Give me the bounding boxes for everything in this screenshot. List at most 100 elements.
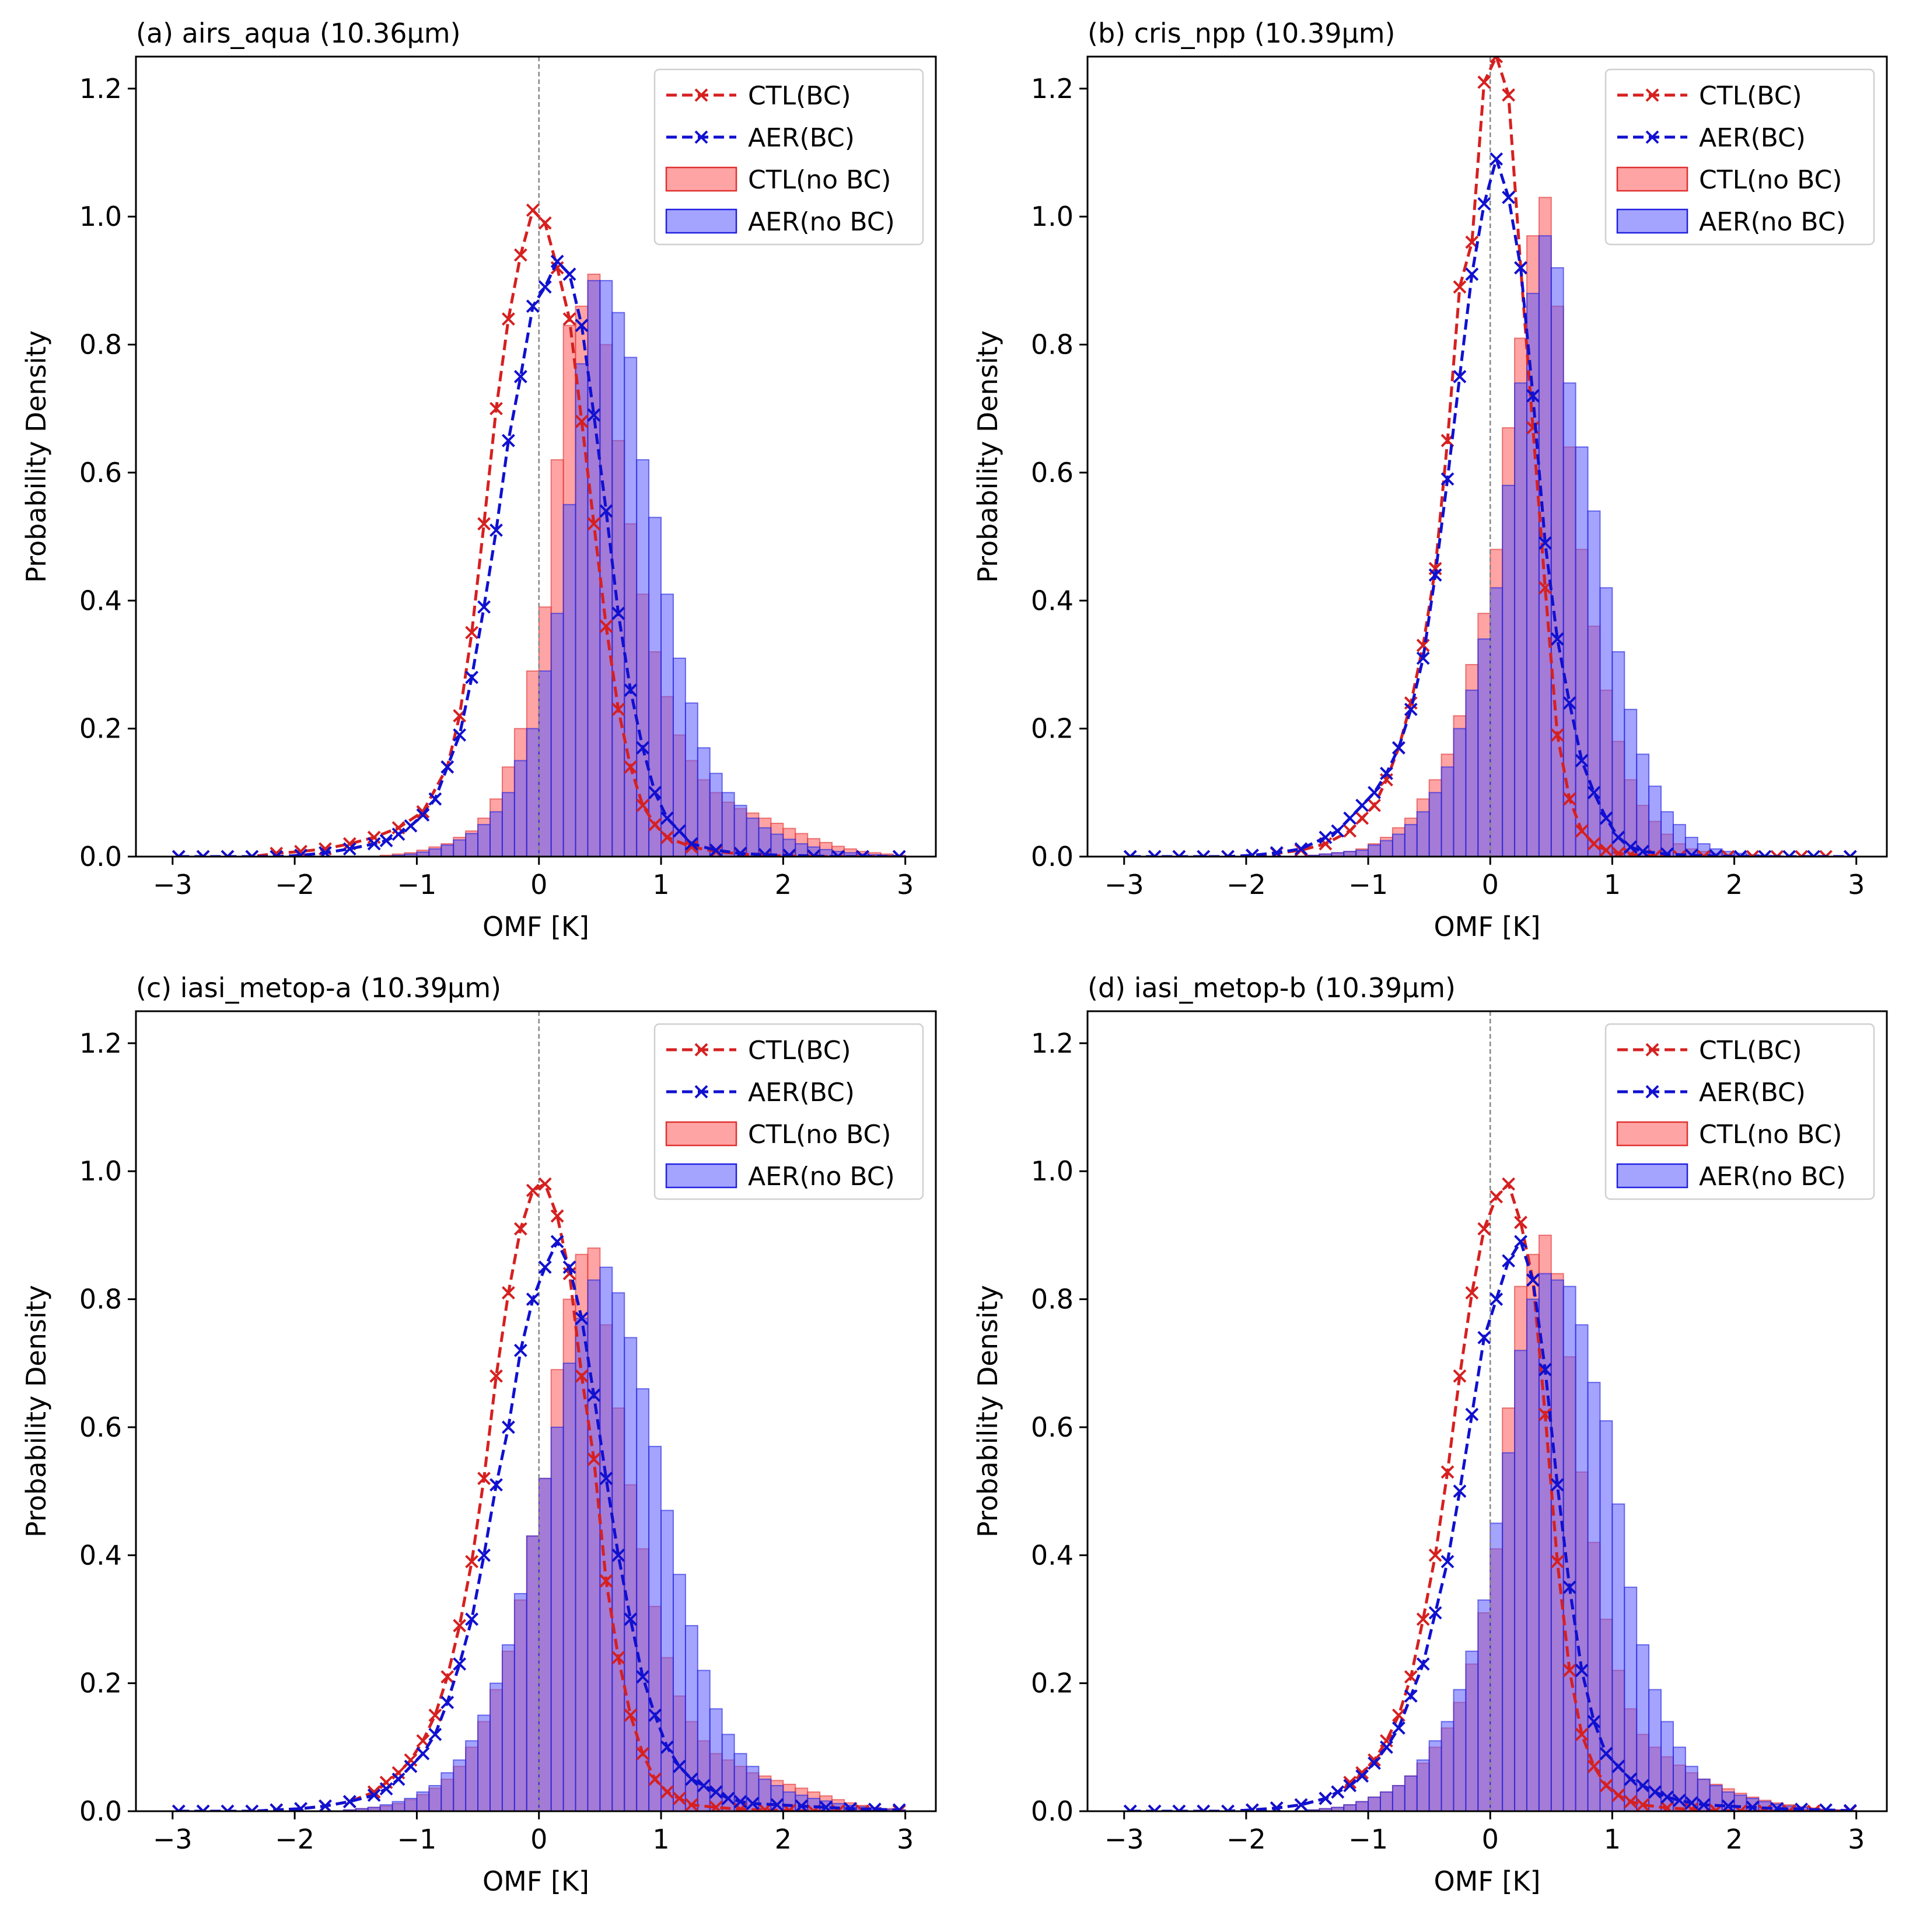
hist-bar — [782, 1791, 796, 1811]
y-tick-label: 0.8 — [79, 329, 122, 361]
x-marker — [1490, 1190, 1504, 1204]
x-marker-stroke — [1153, 1804, 1162, 1811]
x-marker — [782, 848, 796, 857]
x-marker — [294, 1802, 307, 1811]
x-marker-stroke — [428, 792, 442, 806]
x-marker — [1355, 798, 1369, 812]
x-marker — [709, 843, 723, 857]
x-marker-stroke — [1391, 741, 1405, 754]
y-tick-label: 0.4 — [1031, 585, 1074, 616]
x-marker — [1624, 1772, 1638, 1786]
x-marker — [416, 1746, 430, 1760]
hist-bar — [1562, 382, 1576, 857]
x-marker — [1526, 1273, 1540, 1287]
x-marker — [391, 827, 405, 841]
x-marker-stroke — [342, 1795, 356, 1808]
x-marker-stroke — [1319, 830, 1333, 844]
x-marker — [1697, 850, 1711, 857]
x-marker-stroke — [684, 837, 698, 851]
plot-area — [1123, 1011, 1857, 1811]
x-marker — [636, 798, 650, 812]
x-marker — [1514, 1215, 1527, 1229]
x-marker-stroke — [1153, 850, 1162, 857]
hist-bar — [1368, 1796, 1381, 1811]
x-axis-label: OMF [K] — [1434, 1865, 1540, 1897]
x-marker-stroke — [1148, 1804, 1156, 1811]
legend-label: CTL(no BC) — [748, 1120, 891, 1150]
x-marker-stroke — [896, 1803, 906, 1811]
x-marker-stroke — [1550, 728, 1564, 742]
hist-bar — [1368, 844, 1381, 857]
y-tick-label: 0.0 — [1031, 1795, 1074, 1827]
x-marker-stroke — [1688, 848, 1698, 857]
x-marker — [1673, 850, 1686, 857]
y-tick-label: 0.2 — [1031, 713, 1074, 745]
x-marker — [1587, 1759, 1601, 1773]
x-marker — [367, 837, 381, 851]
x-marker — [1172, 1804, 1186, 1811]
x-marker — [1562, 792, 1576, 806]
x-marker — [1684, 848, 1698, 857]
x-tick-label: 2 — [775, 1823, 792, 1855]
x-marker — [501, 1286, 515, 1300]
x-marker-stroke — [490, 401, 503, 415]
x-marker — [648, 785, 662, 799]
hist-bar — [1416, 811, 1430, 857]
x-marker-stroke — [660, 830, 674, 844]
x-marker-stroke — [721, 1791, 735, 1805]
x-marker-stroke — [226, 850, 235, 857]
series-line — [179, 1240, 900, 1811]
hist-bar — [1624, 708, 1638, 857]
x-marker-stroke — [1172, 1804, 1181, 1811]
x-marker — [1673, 1793, 1686, 1807]
x-marker-stroke — [1201, 850, 1211, 857]
x-marker — [465, 670, 479, 684]
x-marker — [428, 1727, 442, 1741]
legend-item: AER(BC) — [666, 1078, 855, 1108]
legend-label: CTL(BC) — [748, 1036, 851, 1065]
y-axis: 0.0 0.2 0.4 0.6 0.8 1.0 1.2 Probability Density — [20, 73, 136, 872]
x-marker-stroke — [1733, 850, 1742, 857]
hist-bar — [807, 1798, 821, 1811]
x-marker-stroke — [733, 1795, 747, 1808]
x-marker — [673, 1791, 686, 1805]
x-marker — [1843, 850, 1857, 857]
x-marker — [1599, 1779, 1613, 1793]
x-marker-stroke — [1368, 798, 1381, 812]
x-marker-stroke — [1441, 1554, 1455, 1568]
x-marker-stroke — [1538, 1407, 1552, 1421]
x-marker — [855, 1804, 869, 1811]
x-marker — [599, 1574, 613, 1588]
chart-title: (d) iasi_metop-b (10.39µm) — [1088, 972, 1456, 1004]
x-marker-stroke — [709, 1785, 723, 1799]
x-marker — [1453, 1369, 1467, 1383]
y-tick-label: 1.0 — [79, 1155, 122, 1187]
x-marker — [1197, 1804, 1211, 1811]
legend-label: CTL(no BC) — [1699, 165, 1842, 195]
x-marker-stroke — [871, 1802, 882, 1811]
x-marker-stroke — [1490, 1190, 1504, 1204]
y-tick-label: 1.0 — [1031, 1155, 1074, 1187]
x-marker-stroke — [1514, 261, 1527, 275]
x-marker — [245, 1804, 259, 1811]
x-marker — [1343, 811, 1357, 825]
x-marker — [1368, 1756, 1381, 1770]
x-marker — [1624, 1795, 1638, 1808]
x-marker-stroke — [1684, 1796, 1698, 1810]
x-marker — [684, 837, 698, 851]
x-marker-stroke — [1787, 850, 1796, 857]
x-tick-label: 0 — [530, 869, 547, 900]
hist-bar — [501, 792, 515, 857]
x-marker-stroke — [367, 1788, 381, 1802]
x-marker-stroke — [587, 1388, 601, 1402]
y-tick-label: 0.2 — [79, 1668, 122, 1699]
x-marker — [1733, 850, 1747, 857]
hist-bar — [709, 773, 723, 857]
x-marker-stroke — [1226, 850, 1235, 857]
x-marker-stroke — [1538, 1362, 1552, 1376]
x-marker — [1819, 1803, 1833, 1811]
x-marker — [1636, 844, 1650, 857]
x-marker — [513, 1222, 527, 1236]
x-marker-stroke — [1624, 1795, 1638, 1808]
legend-label: CTL(no BC) — [1699, 1120, 1842, 1150]
